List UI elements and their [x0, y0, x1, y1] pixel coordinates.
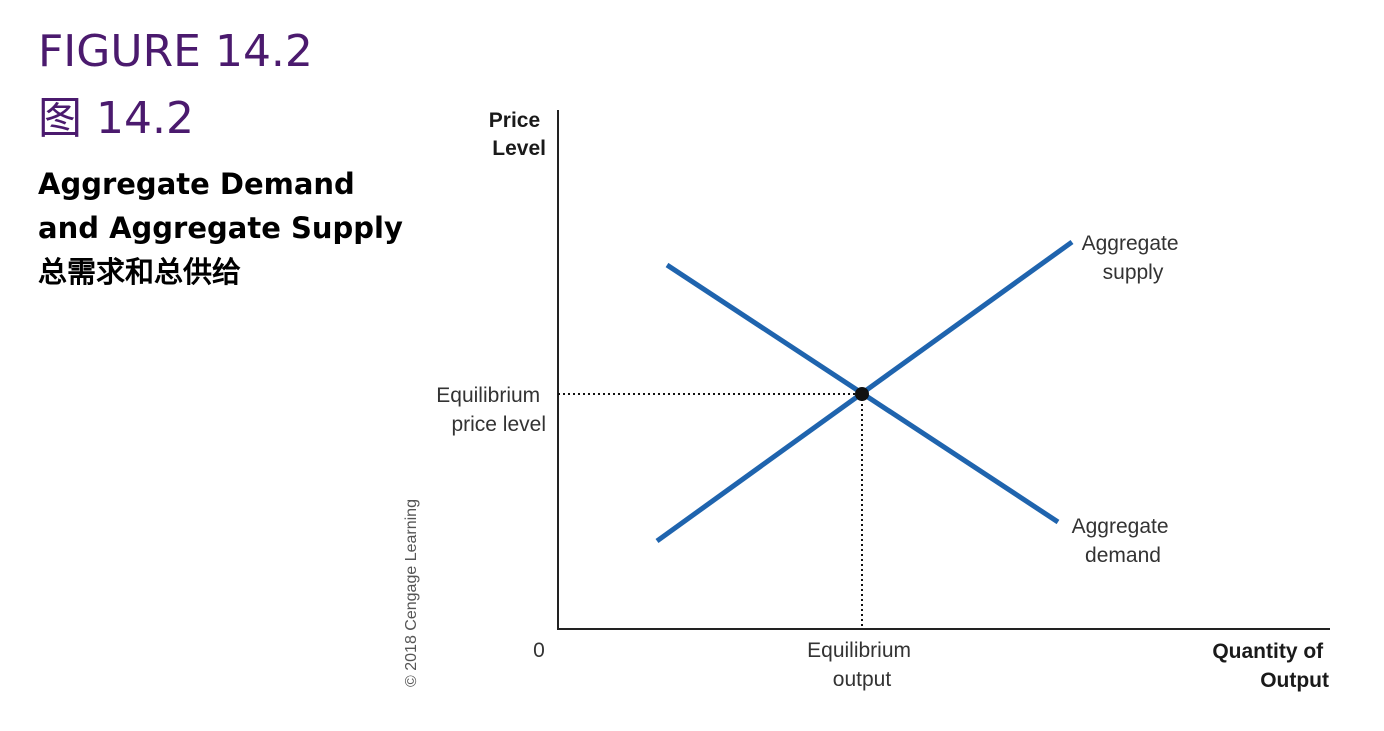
equilibrium-output-label-line-1: Equilibrium	[807, 639, 911, 662]
y-axis-label: Price Level	[489, 109, 546, 160]
equilibrium-output-label-line-2: output	[833, 668, 892, 691]
caption-chinese: 总需求和总供给	[38, 255, 242, 289]
aggregate-supply-label: Aggregate supply	[1082, 232, 1185, 284]
figure-number: FIGURE 14.2	[38, 26, 313, 77]
equilibrium-price-label-line-2: price level	[451, 413, 546, 436]
equilibrium-price-label-line-1: Equilibrium	[436, 384, 540, 407]
aggregate-demand-label: Aggregate demand	[1072, 515, 1175, 567]
aggregate-demand-label-line-2: demand	[1085, 544, 1161, 567]
y-axis-label-line-1: Price	[489, 109, 540, 132]
figure-caption: Aggregate Demand and Aggregate Supply 总需…	[38, 162, 403, 294]
x-axis-label-line-1: Quantity of	[1212, 640, 1324, 663]
y-axis-label-line-2: Level	[492, 137, 546, 160]
x-axis-label: Quantity of Output	[1212, 640, 1329, 692]
x-axis-label-line-2: Output	[1260, 669, 1329, 692]
equilibrium-point	[855, 387, 869, 401]
equilibrium-price-label: Equilibrium price level	[436, 384, 546, 436]
figure-number-chinese: 图 14.2	[38, 93, 194, 144]
copyright-notice: © 2018 Cengage Learning	[403, 499, 420, 687]
caption-line-1: Aggregate Demand	[38, 167, 355, 201]
aggregate-supply-label-line-1: Aggregate	[1082, 232, 1179, 255]
aggregate-demand-label-line-1: Aggregate	[1072, 515, 1169, 538]
aggregate-supply-label-line-2: supply	[1103, 261, 1164, 284]
caption-line-2: and Aggregate Supply	[38, 211, 403, 245]
origin-label: 0	[533, 639, 545, 662]
equilibrium-output-label: Equilibrium output	[807, 639, 917, 691]
